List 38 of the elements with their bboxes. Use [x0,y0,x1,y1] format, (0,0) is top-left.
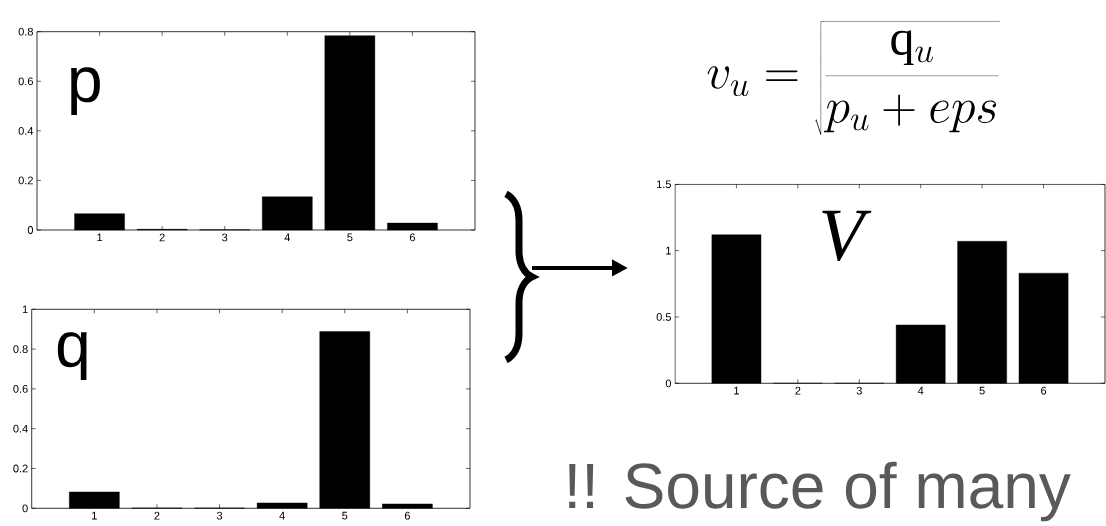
x-tick-label: 4 [917,386,924,395]
x-tick-label: 1 [97,233,103,242]
x-tick-label: 6 [1041,386,1047,395]
x-tick-label: 5 [347,233,353,242]
y-tick-label: 0 [27,226,34,234]
x-tick-label: 4 [279,511,285,520]
annotation: V [822,210,872,262]
y-tick-label: 1.5 [657,180,671,189]
y-tick-label: 0.8 [18,27,33,36]
annotation: q [57,332,87,380]
x-tick-label: 5 [342,511,348,520]
text: !! Source of many [569,461,1071,522]
x-tick-label: 2 [159,233,165,242]
y-tick-label: 0.2 [18,176,33,185]
x-tick-label: 6 [409,233,415,242]
chart-title: $v_u = \sqrt{\frac{\mathrm{q}_u}{p_u + eps}}$ [707,21,1000,136]
y-tick-label: 0.8 [13,345,28,353]
x-tick-label: 6 [404,511,410,520]
y-tick-label: 0.5 [656,313,671,321]
y-tick-label: 1 [22,305,28,314]
y-tick-label: 0.6 [18,77,33,86]
x-tick-label: 1 [734,386,739,395]
x-tick-label: 2 [795,386,801,395]
y-tick-label: 0.4 [18,126,34,135]
annotation: p [71,67,100,115]
y-tick-label: 0.4 [13,424,28,433]
y-tick-label: 0.2 [13,464,28,473]
y-tick-label: 0 [22,504,28,513]
x-tick-label: 3 [222,233,228,242]
y-tick-label: 0.6 [13,385,28,393]
x-tick-label: 3 [856,386,862,395]
y-tick-label: 0 [665,379,672,388]
x-tick-label: 4 [284,233,291,242]
y-tick-label: 1 [666,246,671,255]
x-tick-label: 1 [92,511,97,520]
x-tick-label: 5 [979,386,985,395]
x-tick-label: 2 [154,511,160,520]
x-tick-label: 3 [216,511,223,520]
